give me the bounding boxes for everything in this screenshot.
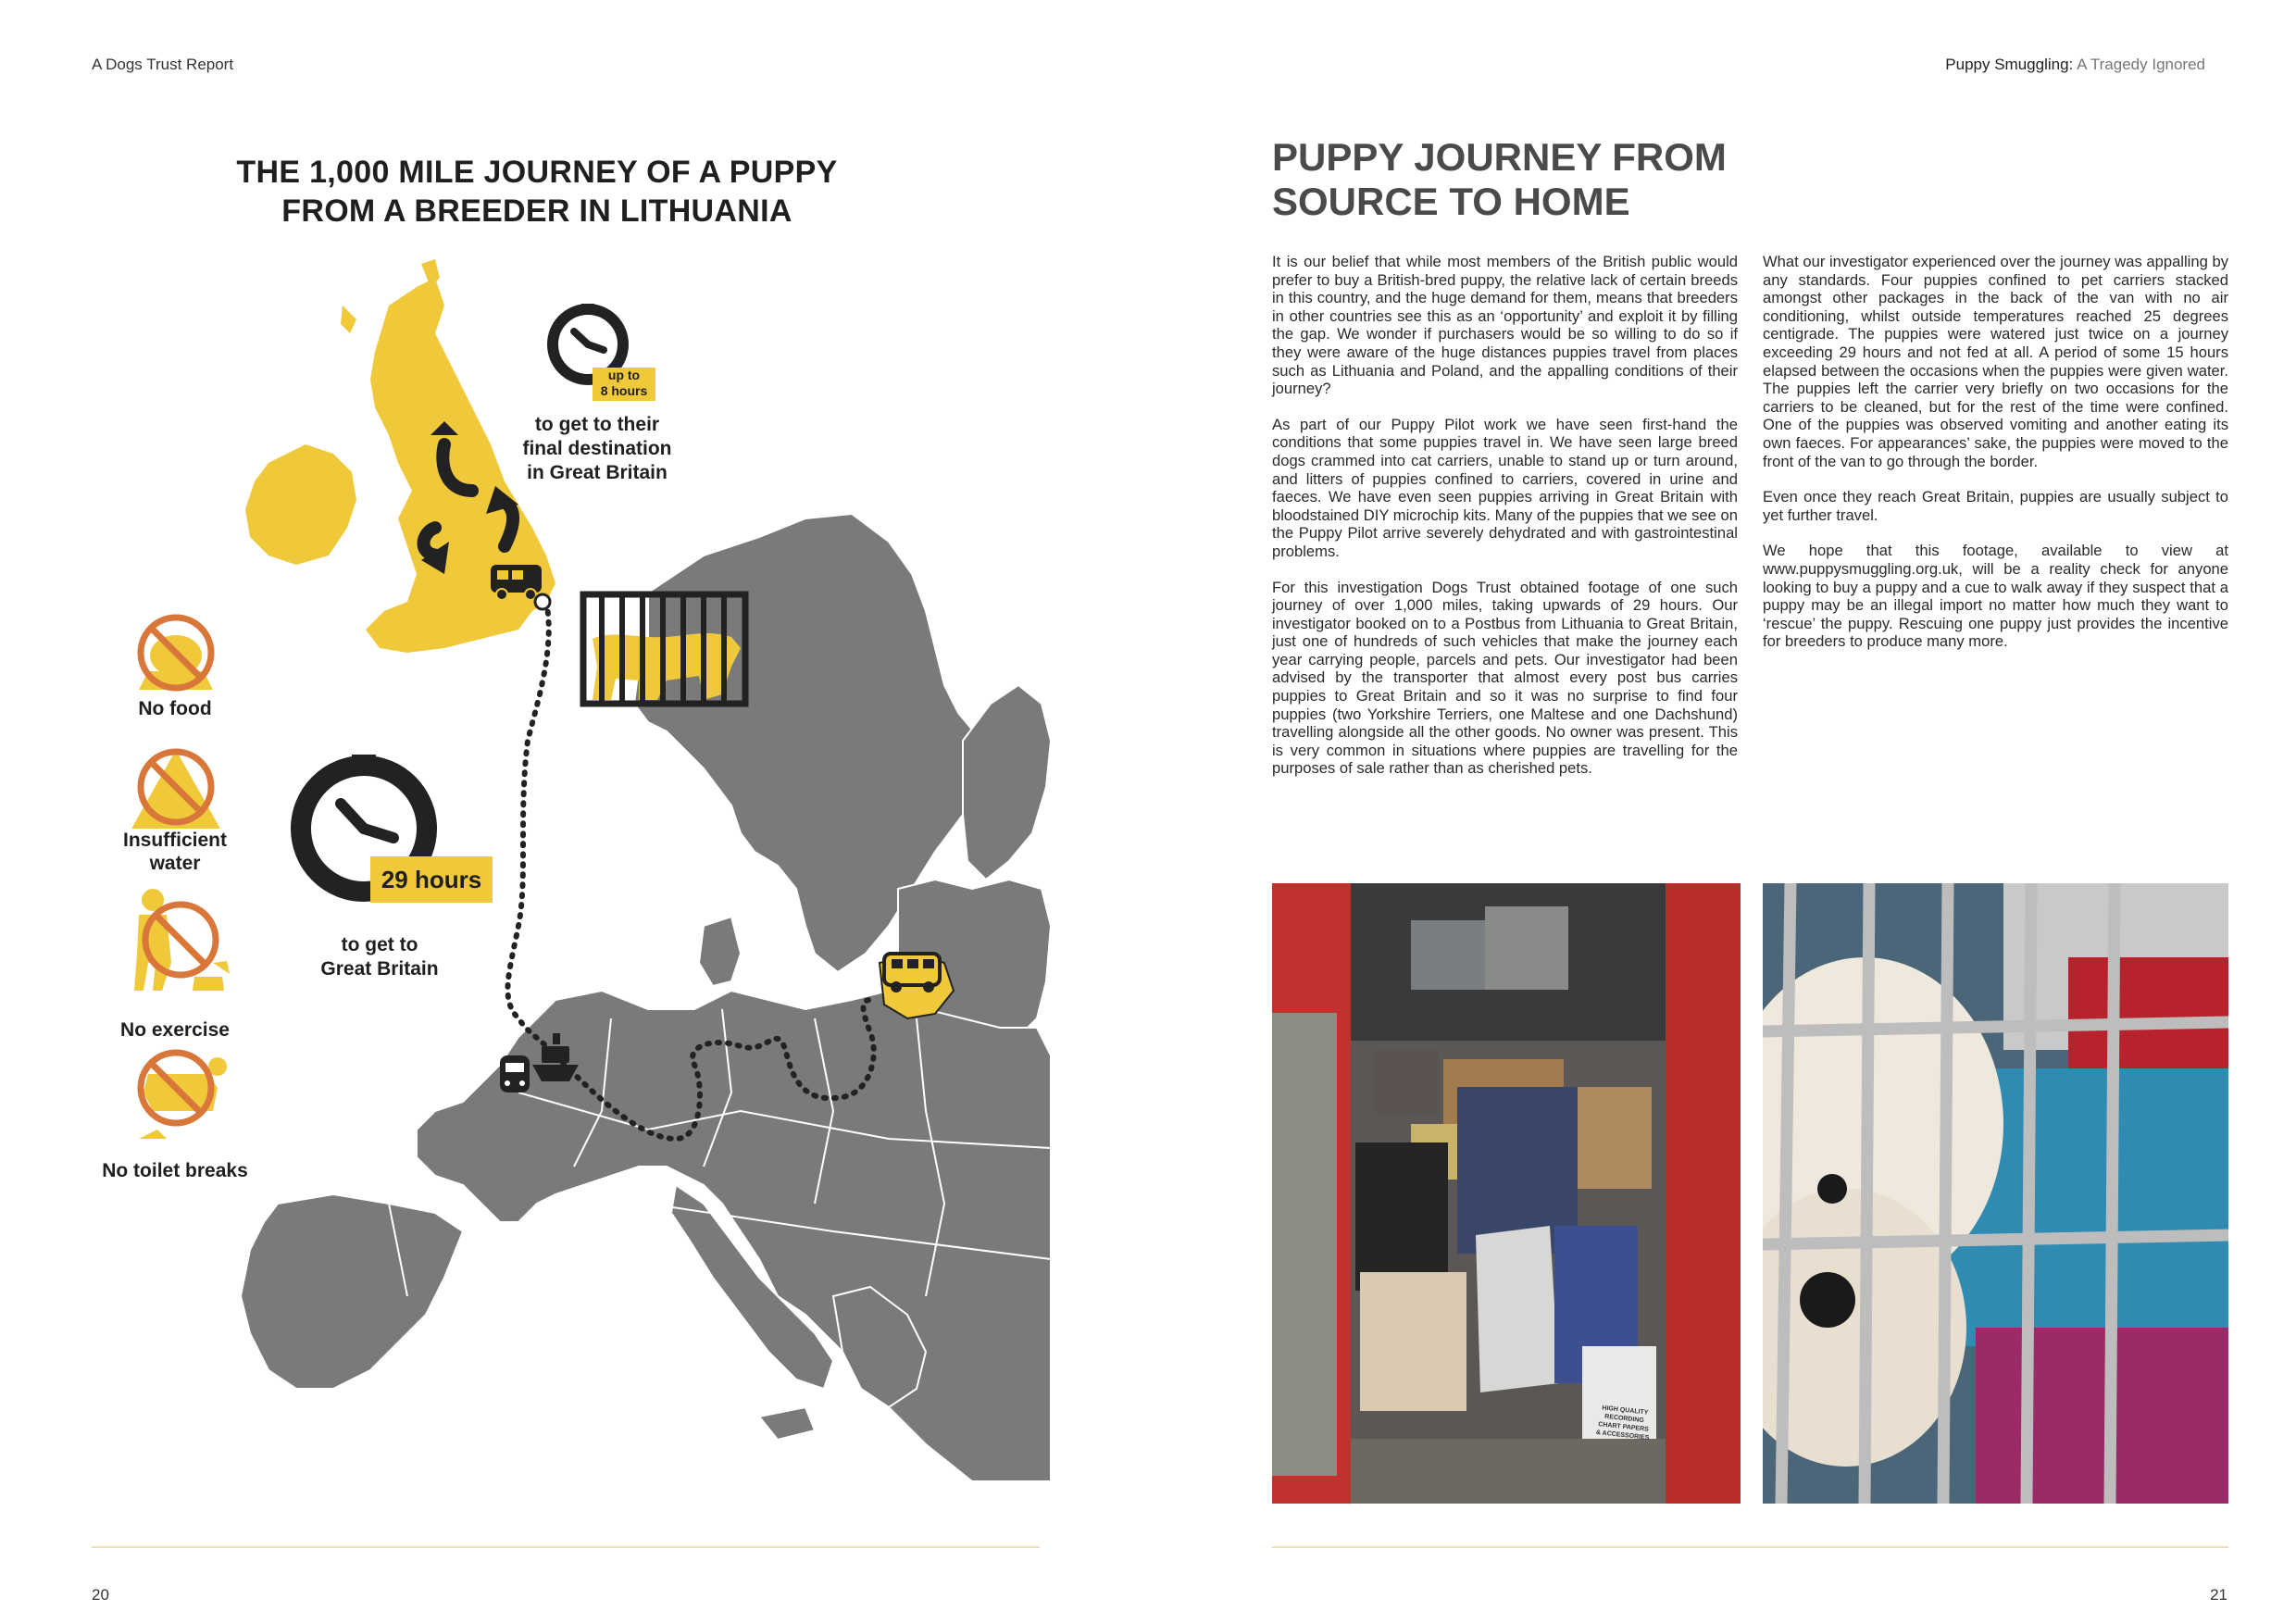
page-number-right: 21: [2210, 1586, 2227, 1604]
van-icon-uk: [491, 565, 542, 601]
paragraph: It is our belief that while most members…: [1272, 253, 1738, 398]
infographic-title-line1: THE 1,000 MILE JOURNEY OF A PUPPY: [236, 155, 838, 190]
to-great-britain-line1: to get to: [341, 934, 418, 955]
badge-up-to-8-hours: up to 8 hours: [593, 368, 655, 401]
article-column-2: What our investigator experienced over t…: [1763, 253, 2228, 668]
no-food-icon: [137, 614, 215, 692]
final-destination-text: to get to their final destination in Gre…: [491, 413, 704, 485]
article-title-line1: PUPPY JOURNEY FROM: [1272, 135, 1727, 179]
no-exercise-icon: [134, 889, 230, 991]
train-icon: [500, 1055, 530, 1092]
article-title-line2: SOURCE TO HOME: [1272, 180, 1630, 223]
badge-small-line1: up to: [607, 368, 641, 382]
to-great-britain-text: to get to Great Britain: [296, 933, 463, 981]
paragraph: As part of our Puppy Pilot work we have …: [1272, 415, 1738, 560]
article-title: PUPPY JOURNEY FROM SOURCE TO HOME: [1272, 135, 1727, 224]
route-uk-section: [505, 599, 552, 1049]
footer-rule-left: [92, 1546, 1040, 1548]
welfare-icons: [131, 614, 230, 1139]
van-interior-photo: HIGH QUALITY RECORDING CHART PAPERS & AC…: [1272, 883, 1741, 1504]
box-label: HIGH QUALITY RECORDING CHART PAPERS & AC…: [1594, 1404, 1653, 1442]
insufficient-water-line1: Insufficient: [122, 830, 227, 851]
page-number-left: 20: [92, 1586, 109, 1604]
infographic-title: THE 1,000 MILE JOURNEY OF A PUPPY FROM A…: [204, 153, 870, 231]
great-britain-landmass: [245, 259, 555, 653]
dover-marker: [533, 593, 552, 611]
cage-dog-illustration: [580, 591, 749, 707]
europe-journey-map: [239, 259, 1053, 1482]
clock-large-icon: [291, 755, 437, 902]
report-subtitle-header: Puppy Smuggling: A Tragedy Ignored: [1945, 56, 2205, 74]
footer-rule-right: [1272, 1546, 2228, 1548]
insufficient-water-label: Insufficient water: [92, 829, 258, 875]
paragraph: For this investigation Dogs Trust obtain…: [1272, 578, 1738, 778]
final-destination-line2: final destination: [522, 438, 672, 459]
no-toilet-icon: [137, 1049, 227, 1139]
final-destination-line3: in Great Britain: [527, 462, 668, 483]
clock-small-icon: [547, 304, 629, 385]
header-rest: A Tragedy Ignored: [2073, 56, 2205, 73]
arrow-heads: [421, 421, 518, 574]
ferry-icon: [532, 1033, 579, 1081]
bus-icon-lithuania: [882, 952, 942, 993]
no-food-label: No food: [138, 698, 212, 719]
no-toilet-breaks-label: No toilet breaks: [102, 1160, 248, 1181]
badge-29-hours: 29 hours: [370, 856, 493, 903]
puppy-cage-photo: [1763, 883, 2228, 1504]
paragraph: Even once they reach Great Britain, pupp…: [1763, 488, 2228, 524]
article-column-1: It is our belief that while most members…: [1272, 253, 1738, 795]
paragraph: We hope that this footage, available to …: [1763, 542, 2228, 651]
to-great-britain-line2: Great Britain: [320, 958, 439, 980]
insufficient-water-line2: water: [149, 853, 201, 874]
route-continent-section: [553, 997, 877, 1142]
infographic-title-line2: FROM A BREEDER IN LITHUANIA: [281, 194, 792, 229]
header-bold: Puppy Smuggling:: [1945, 56, 2074, 73]
badge-small-line2: 8 hours: [600, 383, 648, 398]
no-exercise-label: No exercise: [120, 1019, 230, 1041]
paragraph: What our investigator experienced over t…: [1763, 253, 2228, 470]
no-water-icon: [131, 748, 220, 829]
final-destination-line1: to get to their: [534, 414, 660, 435]
report-header: A Dogs Trust Report: [92, 56, 234, 73]
country-borders: [388, 1008, 1052, 1297]
